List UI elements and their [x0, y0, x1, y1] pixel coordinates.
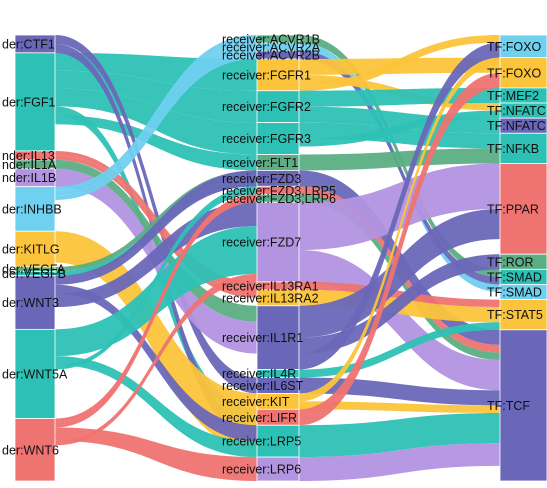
link-receiver-acvr2b-to-tf-smad2	[299, 50, 500, 285]
label-sender-wnt3: der:WNT3	[2, 296, 59, 310]
label-receiver-fzd3: receiver:FZD3	[222, 172, 301, 186]
link-sender-wnt6-to-receiver-lrp6	[55, 427, 257, 481]
label-receiver-lrp5: receiver:LRP5	[222, 435, 301, 449]
label-tf-tcf: TF:TCF	[487, 399, 530, 413]
link-sender-wnt6-to-receiver-fzd3-lrp6	[55, 194, 257, 428]
node-sender-wnt3	[14, 275, 56, 330]
label-sender-il1a: nder:IL1A	[2, 158, 57, 172]
label-tf-nfatc1: TF:NFATC	[487, 104, 546, 118]
node-receiver-fgfr2	[256, 90, 300, 124]
node-sender-fgf1	[14, 52, 56, 152]
link-receiver-fgfr3-to-tf-nfkb	[299, 122, 500, 149]
label-tf-nfkb: TF:NFKB	[487, 142, 539, 156]
label-receiver-lifr: receiver:LIFR	[222, 411, 297, 425]
node-sender-kitlg	[14, 230, 56, 268]
link-sender-wnt5a-to-receiver-fzd7	[55, 226, 257, 357]
node-tf-tcf	[499, 329, 547, 482]
label-receiver-fgfr3: receiver:FGFR3	[222, 132, 311, 146]
label-tf-mef2: TF:MEF2	[487, 89, 539, 103]
label-tf-ror: TF:ROR	[487, 255, 534, 269]
link-sender-vegfa-to-receiver-flt1	[55, 170, 257, 272]
label-receiver-fgfr1: receiver:FGFR1	[222, 68, 311, 82]
node-sender-wnt5a	[14, 328, 56, 419]
label-tf-ppar: TF:PPAR	[487, 202, 539, 216]
link-receiver-fgfr2-to-tf-mef2	[299, 87, 500, 107]
label-sender-wnt6: der:WNT6	[2, 443, 59, 457]
label-sender-wnt5a: der:WNT5A	[2, 367, 68, 381]
link-sender-wnt5a-to-receiver-lrp5	[55, 356, 257, 458]
link-receiver-il1r1-to-tf-ppar	[299, 208, 500, 338]
node-receiver-fgfr3	[256, 122, 300, 155]
label-sender-vegfb: der:VEGFB	[2, 267, 66, 281]
link-receiver-il4r-to-tf-stat5	[299, 322, 500, 378]
link-receiver-flt1-to-tf-nfkb	[299, 148, 500, 171]
node-receiver-lrp6	[256, 456, 300, 482]
label-receiver-fzd3-lrp6: receiver:FZD3,LRP6	[222, 192, 336, 206]
link-receiver-fgfr2-to-tf-nfatc2	[299, 106, 500, 134]
link-receiver-il1r1-to-tf-foxo1	[299, 42, 500, 370]
label-tf-smad3: TF:SMAD	[487, 286, 542, 300]
link-receiver-lifr-to-tf-foxo3	[299, 72, 500, 426]
link-receiver-lrp5-to-tf-tcf	[299, 412, 500, 458]
sankey-nodes	[14, 34, 547, 482]
sankey-links	[55, 35, 500, 481]
link-receiver-il1r1-to-tf-ror	[299, 254, 500, 354]
label-receiver-fgfr2: receiver:FGFR2	[222, 100, 311, 114]
link-receiver-il13ra1-to-tf-stat5	[299, 281, 500, 308]
link-sender-kitlg-to-receiver-kit	[55, 231, 257, 450]
label-receiver-il1r1: receiver:IL1R1	[222, 331, 303, 345]
link-receiver-lrp6-to-tf-tcf	[299, 443, 500, 481]
link-sender-inhbb-to-receiver-acvr1b	[55, 35, 257, 192]
node-sender-inhbb	[14, 186, 56, 232]
label-sender-vegfa: der:VEGFA	[2, 263, 66, 277]
label-receiver-fzd3-lrp5: receiver:FZD3,LRP5	[222, 184, 336, 198]
link-receiver-kit-to-tf-foxo1	[299, 57, 500, 402]
link-sender-wnt3-to-receiver-fzd7	[55, 202, 257, 308]
label-receiver-il13ra1: receiver:IL13RA1	[222, 279, 319, 293]
link-sender-fgf1-to-receiver-flt1	[55, 115, 257, 171]
label-receiver-flt1: receiver:FLT1	[222, 156, 298, 170]
label-sender-il13: nder:IL13	[2, 149, 55, 163]
node-receiver-il1r1	[256, 305, 300, 370]
link-sender-wnt5a-to-receiver-fzd3-lrp5	[55, 186, 257, 370]
label-receiver-acvr2b: receiver:ACVR2B	[222, 48, 320, 62]
label-sender-inhbb: der:INHBB	[2, 202, 62, 216]
label-sender-fgf1: der:FGF1	[2, 95, 56, 109]
sankey-labels: der:CTF1 der:FGF1 nder:IL13nder:IL1Ander:I…	[2, 32, 546, 476]
label-sender-il1b: nder:IL1B	[2, 171, 56, 185]
link-sender-wnt6-to-receiver-fzd7	[55, 273, 257, 446]
node-receiver-lrp5	[256, 424, 300, 458]
label-receiver-kit: receiver:KIT	[222, 395, 290, 409]
label-tf-smad2: TF:SMAD	[487, 270, 542, 284]
link-sender-fgf1-to-receiver-fgfr2	[55, 70, 257, 123]
label-tf-foxo1: TF:FOXO	[487, 40, 541, 54]
label-sender-ctf1: der:CTF1	[2, 37, 55, 51]
label-tf-stat5: TF:STAT5	[487, 308, 543, 322]
node-tf-foxo3	[499, 57, 547, 89]
link-receiver-fgfr1-to-tf-foxo1	[299, 35, 500, 91]
node-tf-ppar	[499, 163, 547, 255]
label-tf-foxo3: TF:FOXO	[487, 66, 541, 80]
label-receiver-lrp6: receiver:LRP6	[222, 463, 301, 477]
label-receiver-il13ra2: receiver:IL13RA2	[222, 291, 319, 305]
link-receiver-kit-to-tf-tcf	[299, 401, 500, 413]
node-receiver-fzd7	[256, 201, 300, 283]
node-sender-wnt6	[14, 418, 56, 482]
link-sender-inhbb-to-receiver-acvr2b	[55, 50, 257, 201]
label-receiver-il4r: receiver:IL4R	[222, 367, 296, 381]
label-tf-nfatc2: TF:NFATC	[487, 119, 546, 133]
label-sender-kitlg: der:KITLG	[2, 243, 60, 257]
link-sender-wnt3-to-receiver-fzd3	[55, 170, 257, 285]
link-sender-il1a-to-receiver-il1r1	[55, 159, 257, 322]
link-sender-ctf1-to-receiver-il6st	[55, 35, 257, 394]
node-tf-nfkb	[499, 132, 547, 164]
label-receiver-acvr1b: receiver:ACVR1B	[222, 32, 320, 46]
label-receiver-acvr2a: receiver:ACVR2A	[222, 40, 321, 54]
link-sender-inhbb-to-receiver-acvr2a	[55, 42, 257, 196]
label-receiver-il6st: receiver:IL6ST	[222, 379, 304, 393]
label-receiver-fzd7: receiver:FZD7	[222, 236, 301, 250]
